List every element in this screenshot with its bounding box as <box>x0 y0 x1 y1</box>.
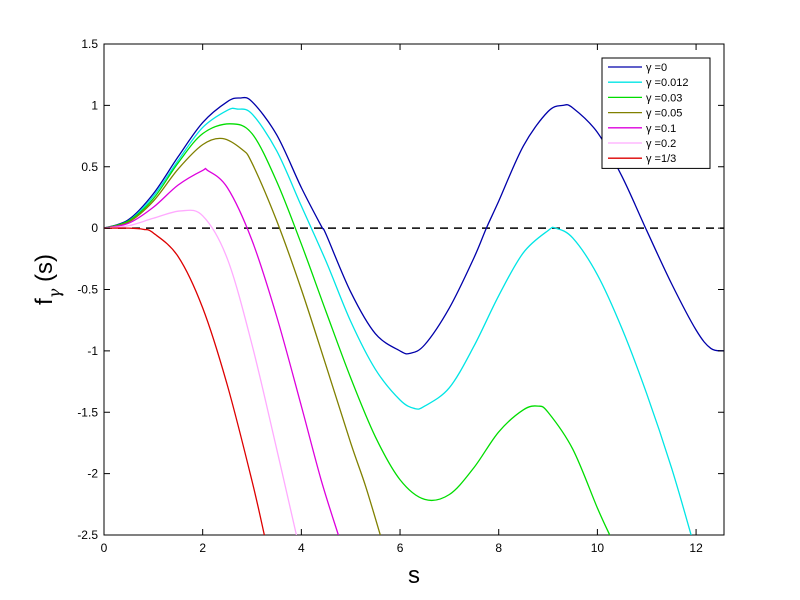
x-tick-label: 12 <box>689 541 703 555</box>
y-tick-label: 1 <box>91 98 98 112</box>
series-line-6 <box>104 227 265 535</box>
ticks-group: 0 2 4 6 8 10 12 -2.5 -2 -1.5 -1 -0.5 0 0.5 1 1.5 <box>77 37 724 555</box>
y-tick-label: 0 <box>91 221 98 235</box>
x-tick-label: 2 <box>199 541 206 555</box>
series-line-0 <box>104 96 724 355</box>
x-axis-label: s <box>408 562 420 589</box>
legend: γ =0 γ =0.012 γ =0.03 γ =0.05 γ =0.1 γ =0.2 γ … <box>601 57 711 169</box>
y-tick-label: 0.5 <box>81 160 98 174</box>
series-line-1 <box>104 107 692 535</box>
y-tick-label: -1.5 <box>77 405 98 419</box>
y-tick-label: -0.5 <box>77 283 98 297</box>
legend-label-3: γ =0.05 <box>646 108 682 120</box>
series-group <box>104 96 724 535</box>
x-tick-label: 6 <box>397 541 404 555</box>
x-tick-label: 4 <box>298 541 305 555</box>
series-line-4 <box>104 167 339 535</box>
legend-label-6: γ =1/3 <box>646 153 676 165</box>
series-line-5 <box>104 209 298 535</box>
x-tick-label: 0 <box>101 541 108 555</box>
y-tick-label: -2.5 <box>77 528 98 542</box>
series-line-3 <box>104 137 381 535</box>
series-line-2 <box>104 123 611 535</box>
y-axis-label: fγ (s) <box>31 254 64 305</box>
y-tick-label: -2 <box>87 467 98 481</box>
legend-label-5: γ =0.2 <box>646 138 676 150</box>
y-tick-label: 1.5 <box>81 37 98 51</box>
x-tick-label: 8 <box>495 541 502 555</box>
legend-label-2: γ =0.03 <box>646 92 682 104</box>
x-tick-label: 10 <box>591 541 605 555</box>
y-tick-label: -1 <box>87 344 98 358</box>
legend-label-1: γ =0.012 <box>646 77 689 89</box>
legend-label-4: γ =0.1 <box>646 123 676 135</box>
legend-label-0: γ =0 <box>646 62 667 74</box>
